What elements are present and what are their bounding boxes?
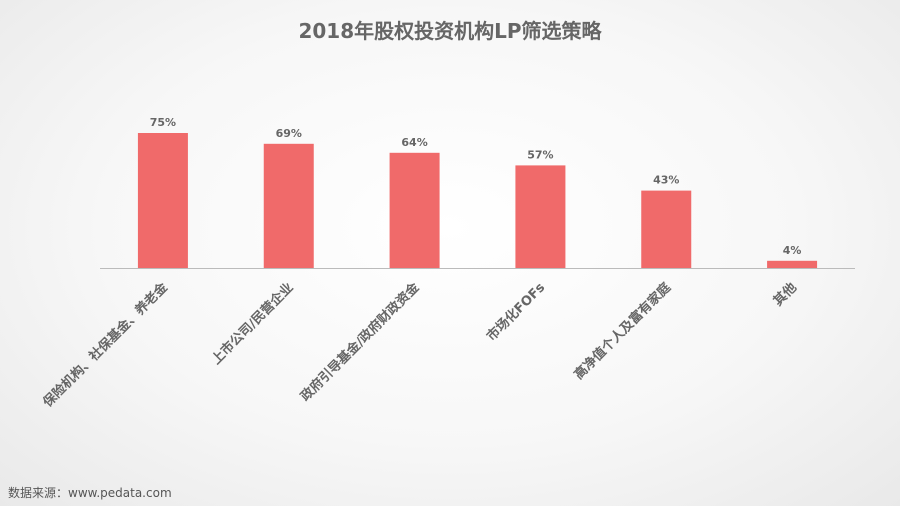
category-label: 保险机构、社保基金、养老金 bbox=[39, 279, 171, 411]
bar bbox=[515, 165, 566, 268]
bar-value-label: 43% bbox=[653, 174, 679, 187]
category-label: 其他 bbox=[770, 280, 800, 310]
bar-value-label: 57% bbox=[527, 148, 553, 161]
category-label: 市场化FOFs bbox=[484, 279, 549, 344]
bar bbox=[137, 133, 188, 268]
bar-value-label: 64% bbox=[401, 136, 427, 149]
bar bbox=[263, 143, 314, 268]
bar-value-label: 75% bbox=[150, 116, 176, 129]
chart-title: 2018年股权投资机构LP筛选策略 bbox=[298, 19, 602, 43]
category-label: 政府引导基金/政府财政资金 bbox=[297, 279, 423, 405]
bars-layer: 75% 69% 64% 57% 43% 4% bbox=[137, 116, 818, 268]
bar bbox=[767, 260, 818, 268]
bar-value-label: 4% bbox=[783, 244, 802, 257]
category-label: 上市公司/民营企业 bbox=[208, 280, 296, 368]
category-label: 高净值个人及富有家庭 bbox=[571, 279, 675, 383]
bar bbox=[389, 152, 440, 268]
bar-value-label: 69% bbox=[276, 127, 302, 140]
labels-layer: 保险机构、社保基金、养老金 上市公司/民营企业 政府引导基金/政府财政资金 市场化FO… bbox=[39, 279, 800, 411]
data-source: 数据来源：www.pedata.com bbox=[8, 486, 172, 500]
bar bbox=[641, 190, 692, 268]
